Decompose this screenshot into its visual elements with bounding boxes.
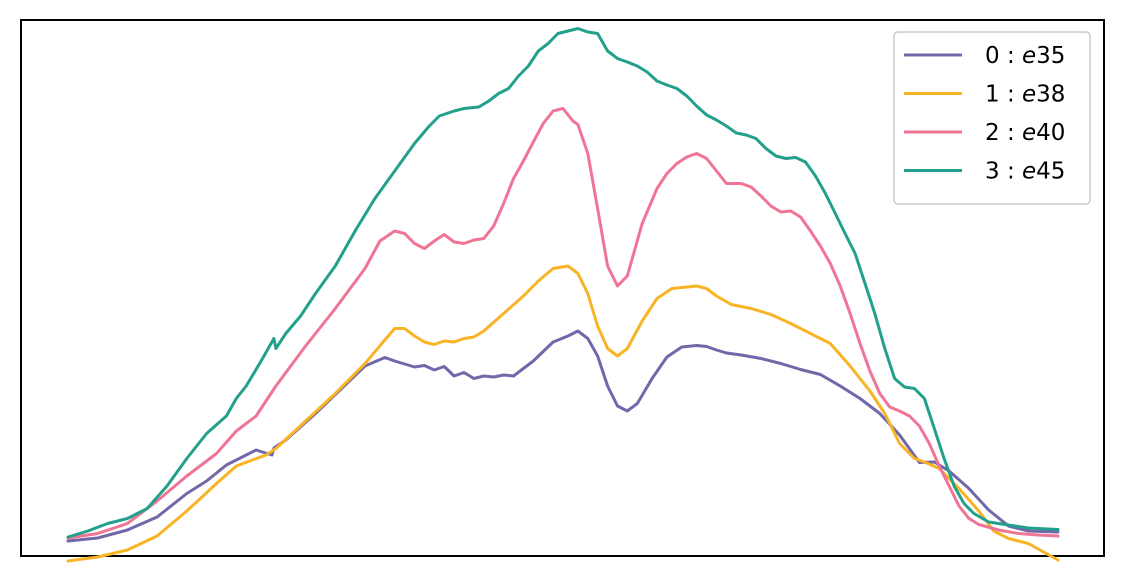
legend-label-italic: e (1022, 120, 1036, 146)
legend-entry-1: 1 : e38 (904, 82, 1065, 108)
legend-label-0: 0 : e35 (985, 43, 1065, 69)
legend-label-prefix: 2 : (985, 120, 1022, 146)
legend-label-prefix: 0 : (985, 43, 1022, 69)
legend-label-3: 3 : e45 (985, 159, 1065, 185)
legend-label-suffix: 38 (1036, 82, 1065, 108)
series-layer (66, 27, 1060, 563)
series-line-3 (66, 27, 1060, 539)
plot-frame (20, 19, 1105, 557)
legend-entry-2: 2 : e40 (904, 120, 1065, 146)
legend-label-prefix: 1 : (985, 82, 1022, 108)
legend-label-suffix: 35 (1036, 43, 1065, 69)
legend-label-2: 2 : e40 (985, 120, 1065, 146)
legend-frame (893, 31, 1091, 205)
legend-entry-3: 3 : e45 (904, 159, 1065, 185)
legend-entry-0: 0 : e35 (904, 43, 1065, 69)
legend-label-italic: e (1022, 43, 1036, 69)
legend-label-suffix: 45 (1036, 159, 1065, 185)
legend-label-suffix: 40 (1036, 120, 1065, 146)
legend-label-italic: e (1022, 159, 1036, 185)
series-line-1 (66, 264, 1060, 563)
legend-label-italic: e (1022, 82, 1036, 108)
series-line-2 (66, 107, 1060, 540)
legend-label-1: 1 : e38 (985, 82, 1065, 108)
legend-label-prefix: 3 : (985, 159, 1022, 185)
